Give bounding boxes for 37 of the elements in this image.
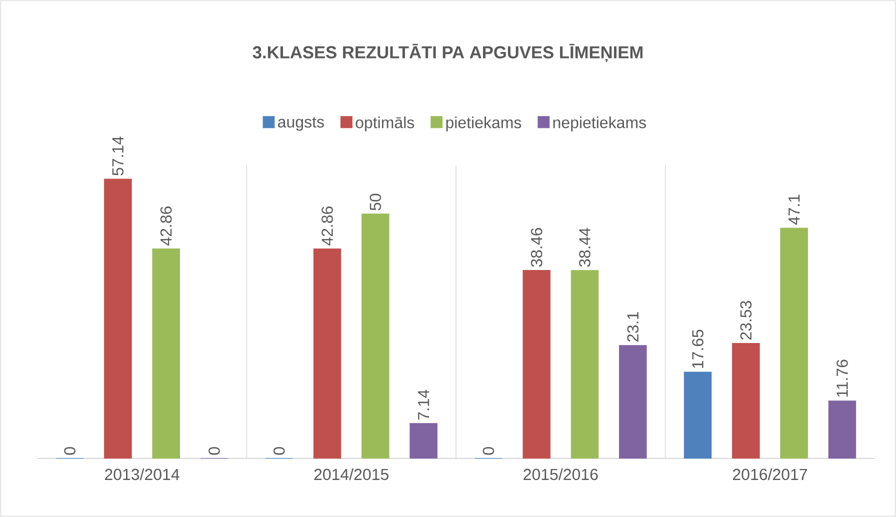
bar bbox=[780, 228, 808, 459]
bar bbox=[362, 214, 390, 459]
data-label: 0 bbox=[273, 447, 285, 455]
data-label: 57.14 bbox=[112, 136, 124, 176]
data-label: 23.1 bbox=[627, 312, 639, 342]
bar bbox=[313, 248, 342, 459]
data-label: 0 bbox=[482, 447, 494, 455]
data-label: 11.76 bbox=[836, 360, 848, 397]
bar bbox=[104, 178, 132, 459]
data-label: 0 bbox=[208, 447, 220, 455]
data-label: 42.86 bbox=[322, 206, 333, 246]
chart-title: 3.KLASES REZULTĀTI PA APGUVES LĪMEŅIEM bbox=[252, 44, 642, 62]
bar bbox=[570, 270, 599, 459]
legend-label: augsts bbox=[278, 117, 324, 131]
x-tick-label: 2016/2017 bbox=[732, 468, 807, 480]
data-label: 38.46 bbox=[530, 228, 542, 267]
data-label: 42.86 bbox=[160, 206, 172, 246]
bar bbox=[732, 343, 760, 459]
bar bbox=[828, 400, 856, 459]
data-label: 17.65 bbox=[692, 330, 704, 368]
bar bbox=[522, 270, 550, 459]
x-tick-label: 2013/2014 bbox=[104, 468, 180, 480]
x-tick-label: 2014/2015 bbox=[314, 468, 388, 480]
legend-label: pietiekams bbox=[446, 116, 522, 132]
bar bbox=[410, 423, 438, 459]
data-label: 7.14 bbox=[418, 390, 430, 420]
legend-label: optimāls bbox=[356, 116, 414, 132]
bar bbox=[152, 248, 180, 459]
bar bbox=[684, 372, 712, 459]
data-label: 50 bbox=[370, 194, 382, 210]
data-label: 47.1 bbox=[788, 194, 800, 225]
legend-label: nepietiekams bbox=[553, 116, 646, 132]
data-label: 38.44 bbox=[579, 228, 590, 267]
x-tick-label: 2015/2016 bbox=[524, 468, 598, 480]
data-label: 0 bbox=[64, 447, 76, 455]
data-label: 23.53 bbox=[740, 301, 752, 340]
bar bbox=[619, 345, 647, 459]
